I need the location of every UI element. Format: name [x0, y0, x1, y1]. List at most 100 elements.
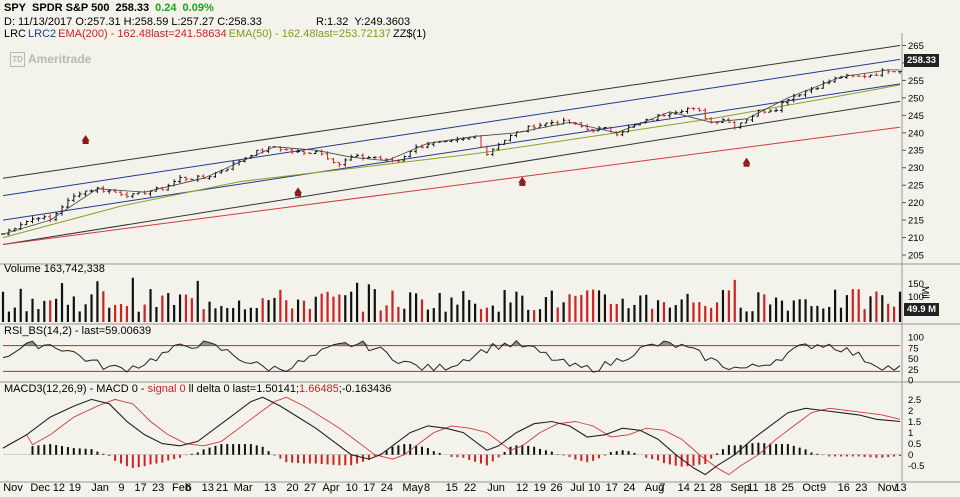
date-axis-label: Sep	[730, 482, 750, 494]
price-tick-label: 240	[908, 128, 924, 139]
ema200-line	[2, 126, 901, 245]
date-axis-label: Apr	[322, 482, 340, 494]
security-name: SPDR S&P 500	[32, 2, 110, 14]
macd-tick-label: 1	[908, 428, 913, 439]
lrc-lower-line	[2, 100, 901, 245]
date-axis-label: 13	[894, 482, 907, 494]
date-axis-label: 17	[134, 482, 147, 494]
date-axis-label: 20	[286, 482, 299, 494]
lrc-mid-line	[2, 83, 901, 221]
zigzag-line	[2, 69, 900, 235]
lrc-upper-line	[2, 45, 901, 179]
date-axis-label: Jul	[570, 482, 585, 494]
date-axis-label: 6	[185, 482, 192, 494]
rsi-label: RSI_BS(14,2) - last=59.00639	[4, 325, 152, 337]
price-tick-label: 215	[908, 216, 924, 227]
macd-label: MACD3(12,26,9) - MACD 0 - signal 0 ll de…	[4, 383, 392, 395]
date-axis-label: 27	[304, 482, 317, 494]
up-arrow-marker-base	[295, 193, 302, 197]
volume-last-tag: 49.9 M	[904, 303, 940, 316]
date-axis-label: 9	[118, 482, 125, 494]
ameritrade-logo: TD Ameritrade	[10, 52, 91, 68]
ohlc-line: D: 11/13/2017 O:257.31 H:258.59 L:257.27…	[4, 16, 268, 28]
date-axis-label: 10	[588, 482, 601, 494]
up-arrow-marker-base	[743, 163, 750, 167]
date-axis-label: Oct	[802, 482, 820, 494]
volume-unit: Mil	[919, 286, 930, 299]
up-arrow-marker	[518, 176, 527, 183]
macd-tick-label: 2.5	[908, 395, 921, 406]
macd-tick-label: -0.5	[908, 461, 924, 472]
rsi-tick-label: 75	[908, 343, 919, 354]
date-axis-label: Jun	[487, 482, 505, 494]
volume-label: Volume 163,742,338	[4, 263, 105, 275]
date-axis-label: 18	[764, 482, 777, 494]
ema50-legend[interactable]: EMA(50) - 162.48last=253.72137	[228, 28, 391, 40]
price-tick-label: 265	[908, 41, 924, 52]
macd-tick-label: 1.5	[908, 417, 921, 428]
price-tick-label: 220	[908, 198, 924, 209]
date-axis-label: 28	[709, 482, 722, 494]
rsi-tick-label: 50	[908, 354, 919, 365]
date-axis-label: 13	[264, 482, 277, 494]
quote-line: SPY SPDR S&P 500 258.33 0.24 0.09%	[4, 2, 220, 14]
price-change-pct: 0.09%	[182, 2, 214, 14]
date-axis-label: Nov	[3, 482, 23, 494]
date-axis-label: Feb	[172, 482, 191, 494]
price-tick-label: 250	[908, 93, 924, 104]
lrc2-legend[interactable]: LRC2	[28, 28, 57, 40]
ema200-legend[interactable]: EMA(200) - 162.48last=241.58634	[58, 28, 227, 40]
date-axis-label: 26	[550, 482, 563, 494]
date-axis-label: 8	[424, 482, 431, 494]
date-axis-label: 17	[363, 482, 376, 494]
macd-tick-label: 2	[908, 406, 913, 417]
r-readout: R:1.32	[316, 16, 349, 28]
macd-tick-label: 0.5	[908, 439, 921, 450]
date-axis-label: 11	[747, 482, 759, 494]
date-axis-label: 14	[677, 482, 690, 494]
date-axis-label: 21	[216, 482, 229, 494]
up-arrow-marker-base	[519, 182, 526, 186]
date-axis-label: Jan	[91, 482, 109, 494]
date-axis-label: Mar	[233, 482, 253, 494]
date-axis-label: 24	[380, 482, 394, 494]
date-axis-label: 15	[445, 482, 458, 494]
macd-signal-line	[2, 396, 901, 476]
date-axis-label: May	[402, 482, 424, 494]
date-axis-label: 25	[781, 482, 794, 494]
date-axis-label: 16	[837, 482, 850, 494]
price-change: 0.24	[155, 2, 177, 14]
price-tick-label: 255	[908, 76, 924, 87]
lrc-legend[interactable]: LRC	[4, 28, 27, 40]
price-tick-label: 210	[908, 233, 924, 244]
date-axis-label: 12	[516, 482, 529, 494]
rsi-tick-label: 100	[908, 333, 924, 344]
date-axis-label: 21	[693, 482, 706, 494]
rsi-line	[2, 339, 901, 373]
date-axis-label: 24	[623, 482, 636, 494]
date-axis-label: 19	[533, 482, 546, 494]
rsi-tick-label: 0	[908, 376, 913, 387]
zigzag-legend[interactable]: ZZ$(1)	[392, 28, 426, 40]
lrc2-upper-line	[2, 58, 901, 197]
date-axis-label: 7	[659, 482, 666, 494]
rsi-overbought-fill	[3, 340, 900, 346]
volume-tick-label: 100	[908, 292, 924, 303]
date-axis-label: 19	[68, 482, 82, 494]
price-tick-label: 205	[908, 251, 924, 262]
date-axis-label: 9	[820, 482, 827, 494]
date-axis-label: Nov	[877, 482, 898, 494]
cursor-readout: R:1.32 Y:249.3603	[316, 16, 416, 28]
date-axis-label: Dec	[30, 482, 50, 494]
date-axis-label: 17	[605, 482, 618, 494]
last-price: 258.33	[115, 2, 150, 14]
up-arrow-marker	[81, 135, 90, 142]
study-legend: LRC LRC2 EMA(200) - 162.48last=241.58634 EM…	[4, 28, 432, 40]
up-arrow-marker	[742, 157, 751, 164]
date-axis-label: 10	[345, 482, 358, 494]
ema50-line	[2, 84, 901, 239]
price-tick-label: 230	[908, 163, 924, 174]
up-arrow-marker	[294, 187, 303, 194]
